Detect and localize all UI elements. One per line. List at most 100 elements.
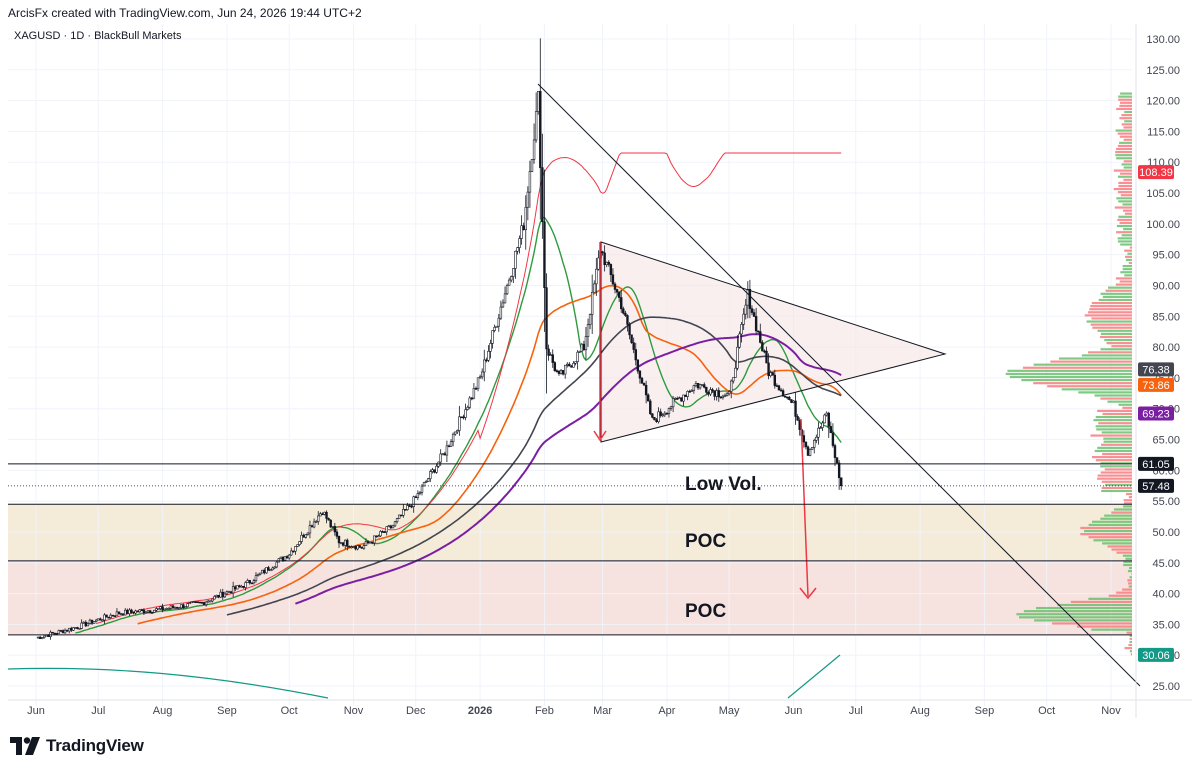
candle-body [358,545,361,548]
candle-body [240,585,243,588]
oscillator-line-left [7,667,329,699]
time-tick-label: Oct [281,705,298,717]
candle-body [730,380,733,392]
profile-bar [1102,295,1132,298]
profile-bar [1016,613,1132,616]
arrow-down-2 [800,418,809,597]
profile-bar [1117,175,1132,178]
price-chart[interactable]: 25.0030.0035.0040.0045.0050.0055.0060.00… [7,24,1192,718]
candle-body [90,619,94,624]
candle-body [273,566,276,569]
candle-body [609,264,613,276]
profile-bar [1101,489,1132,493]
price-axis[interactable]: 25.0030.0035.0040.0045.0050.0055.0060.00… [1135,24,1180,718]
candle-body [366,541,370,544]
time-tick-label: 2026 [468,705,492,717]
candle-body [317,515,320,522]
profile-bar [1118,215,1132,218]
profile-bar [1114,508,1132,511]
candle-body [439,453,442,463]
candle-body [63,629,67,634]
candle-body [624,312,627,316]
profile-bar [1122,209,1132,212]
candle-body [36,636,40,639]
price-tick-label: 40.00 [1152,589,1180,601]
candle-body [601,251,604,254]
profile-bar [1123,563,1132,567]
time-axis[interactable]: Jun Jul Aug Sep Oct Nov Dec 2026 Feb Mar Apr May Jun… [8,699,1192,717]
candle-body [327,518,330,521]
price-tick-label: 35.00 [1152,619,1180,631]
profile-bar [1096,428,1132,431]
candle-body [489,343,492,352]
candle-body [188,602,191,605]
candle-body [304,534,307,538]
candle-body [146,610,150,613]
candle-body [294,546,297,552]
profile-bar [1128,261,1132,265]
candle-body [391,525,395,529]
profile-bar [1124,647,1132,650]
candle-body [661,414,664,417]
price-tick-label: 120.00 [1146,96,1180,108]
candle-body [603,252,606,266]
candle-body [713,390,716,397]
profile-bar [1113,169,1132,172]
candle-body [788,396,791,400]
candle-body [802,435,806,443]
profile-bar [1093,539,1132,542]
candle-body [796,416,799,421]
profile-bar [1091,628,1132,631]
tradingview-logo[interactable]: TradingView [10,736,144,756]
candle-body [117,611,121,615]
candle-body [692,385,696,391]
profile-bar [1128,496,1132,499]
candle-body [422,482,426,487]
candle-body [524,206,527,231]
time-tick-label: Sep [975,705,995,717]
candle-body [464,409,467,418]
profile-bar [1116,591,1132,594]
candle-body [468,397,471,408]
candle-body [622,308,625,314]
candle-body [157,608,160,610]
candle-body [559,370,563,374]
profile-bar [1022,366,1132,369]
profile-bar [1120,101,1132,104]
candle-body [279,556,283,559]
candle-body [447,445,451,448]
candle-body [563,364,567,375]
profile-bar [1120,243,1132,246]
candle-body [151,612,154,614]
candle-body [476,377,480,390]
candle-body [368,541,372,544]
profile-bar [1116,231,1132,234]
profile-bar [1033,382,1132,385]
candle-body [225,591,229,595]
profile-bar [1097,446,1132,449]
time-tick-label: Feb [535,705,554,717]
price-label-value: 30.06 [1142,650,1170,662]
candle-body [754,316,758,332]
candle-body [310,525,314,528]
candle-body [638,370,642,379]
candle-body [632,342,635,350]
candle-body [99,618,102,621]
candle-body [620,297,623,310]
descending-trendline [537,83,1141,687]
candle-body [748,289,752,309]
chart-canvas[interactable]: 25.0030.0035.0040.0045.0050.0055.0060.00… [7,24,1192,718]
candle-body [514,250,517,269]
profile-bar [1127,570,1132,573]
profile-bar [1100,517,1132,520]
profile-bar [1116,147,1132,151]
candle-body [121,613,125,616]
candle-body [456,430,459,433]
profile-bar [1119,141,1132,144]
candle-body [76,627,79,629]
candle-body [402,509,405,516]
candle-body [659,411,662,416]
candle-body [393,521,397,527]
profile-bar [1129,576,1132,579]
candle-body [319,513,322,517]
